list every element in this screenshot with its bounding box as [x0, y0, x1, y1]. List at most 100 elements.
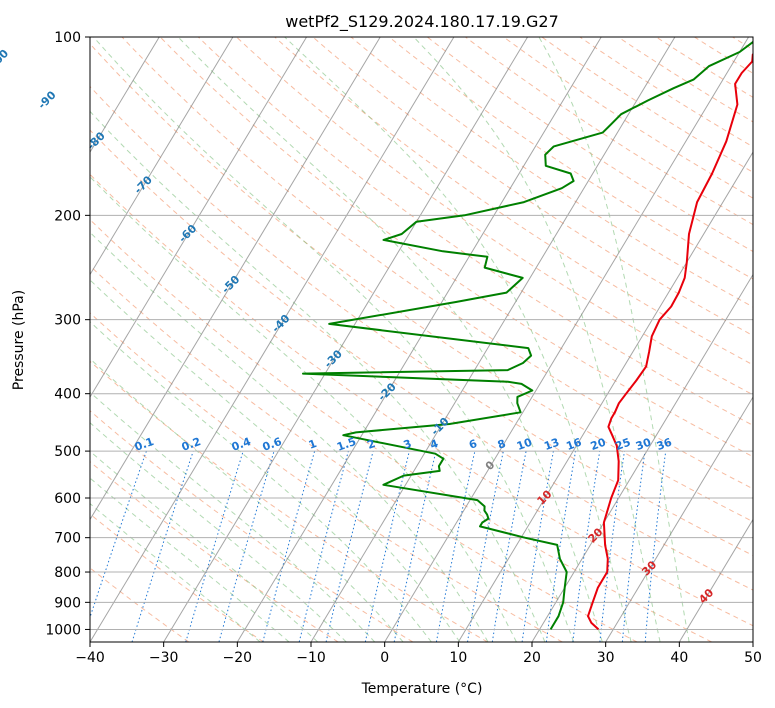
y-tick-label: 700	[54, 531, 81, 547]
isotherm-line	[90, 37, 455, 642]
moist-adiabat	[413, 37, 661, 642]
dry-adiabat	[655, 37, 753, 98]
isotherm-label: 10	[535, 487, 555, 507]
dry-adiabat	[350, 37, 753, 308]
x-axis-label: Temperature (°C)	[361, 681, 483, 697]
mixing-ratio-label: 4	[428, 437, 440, 452]
moist-adiabat	[90, 422, 347, 642]
mixing-ratio-label: 25	[613, 436, 632, 453]
mixing-ratio-label: 30	[634, 436, 653, 454]
dry-adiabat	[90, 43, 753, 523]
dry-adiabat	[197, 37, 753, 426]
dry-adiabat	[90, 312, 563, 642]
y-axis-label: Pressure (hPa)	[11, 290, 27, 390]
isotherm-line	[90, 37, 234, 276]
mixing-ratio-line	[521, 451, 554, 642]
mixing-ratio-line	[644, 451, 667, 642]
x-tick-label: −40	[75, 650, 105, 666]
mixing-ratio-line	[218, 450, 275, 642]
moist-adiabat	[90, 321, 432, 642]
x-tick-label: 50	[744, 650, 762, 666]
moist-adiabat	[90, 358, 404, 642]
y-tick-label: 600	[54, 491, 81, 507]
isotherm-line	[384, 37, 750, 642]
isotherm-line	[90, 37, 308, 399]
x-tick-label: 30	[597, 650, 615, 666]
isotherm-label: -100	[0, 47, 11, 76]
dry-adiabat	[90, 410, 414, 642]
isotherm-label: 0	[483, 458, 498, 473]
mixing-ratio-line	[262, 450, 316, 642]
mixing-ratio-label: 36	[655, 436, 674, 454]
mixing-ratio-line	[599, 451, 625, 642]
isotherm-label: 20	[585, 525, 605, 545]
mixing-ratio-line	[393, 450, 437, 642]
isotherm-line	[163, 37, 529, 642]
isotherm-label: -40	[269, 312, 292, 335]
dry-adiabat	[312, 37, 753, 337]
mixing-ratio-label: 16	[564, 436, 583, 454]
mixing-ratio-label: 1	[307, 437, 319, 452]
moist-adiabat	[90, 450, 319, 642]
x-tick-label: −20	[223, 650, 253, 666]
x-tick-label: 20	[523, 650, 541, 666]
mixing-ratio-line	[185, 450, 244, 642]
x-tick-label: −30	[149, 650, 179, 666]
dewpoint-line	[302, 39, 753, 630]
isotherm-line	[90, 37, 381, 521]
chart-grid	[90, 37, 775, 642]
dry-adiabat	[90, 360, 488, 642]
isotherm-line	[752, 641, 753, 642]
x-tick-label: 40	[670, 650, 688, 666]
mixing-ratio-label: 1.5	[335, 435, 358, 454]
moist-adiabat	[90, 502, 261, 642]
isotherm-line	[605, 396, 753, 642]
moist-adiabat	[538, 37, 690, 642]
mixing-ratio-line	[572, 451, 601, 642]
mixing-ratio-label: 2	[365, 437, 377, 452]
dry-adiabat	[90, 461, 339, 642]
x-tick-label: 10	[449, 650, 467, 666]
isotherm-line	[90, 37, 160, 154]
x-tick-label: −10	[296, 650, 326, 666]
mixing-ratio-line	[364, 450, 410, 642]
isotherm-line	[236, 37, 602, 642]
mixing-ratio-line	[545, 451, 576, 642]
isotherm-label: 30	[639, 558, 659, 578]
dry-adiabat	[90, 567, 190, 642]
y-tick-label: 300	[54, 313, 81, 329]
isotherm-label: -80	[85, 129, 108, 152]
mixing-ratio-label: 0.6	[261, 435, 284, 454]
isotherm-line	[678, 518, 753, 642]
chart-labels: -100-90-80-70-60-50-40-30-20-10010203040…	[0, 47, 717, 607]
isotherm-label: -60	[176, 222, 199, 245]
y-tick-label: 800	[54, 565, 81, 581]
dry-adiabat	[90, 218, 712, 642]
mixing-ratio-line	[131, 450, 194, 642]
temperature-line	[587, 53, 753, 631]
isotherm-line	[457, 151, 753, 642]
chart-ticks: −40 −30 −20 −10 0 10 20 30 40 5010020030040050060…	[45, 30, 762, 666]
moist-adiabat	[90, 279, 461, 642]
mixing-ratio-label: 0.2	[180, 435, 203, 454]
dry-adiabat	[90, 513, 264, 642]
mixing-ratio-line	[298, 450, 349, 642]
mixing-ratio-line	[325, 450, 374, 642]
dry-adiabat	[732, 37, 753, 51]
isotherm-line	[531, 273, 753, 642]
isotherm-label: -50	[219, 273, 242, 296]
dry-adiabat	[771, 37, 775, 642]
isotherm-label: 40	[696, 586, 716, 606]
isotherm-label: -90	[35, 88, 58, 111]
dry-adiabat	[121, 37, 753, 490]
moist-adiabat	[90, 391, 376, 642]
isotherm-label: -70	[132, 173, 155, 196]
y-tick-label: 200	[54, 208, 81, 224]
mixing-ratio-label: 6	[467, 437, 479, 452]
moist-adiabat	[90, 110, 546, 642]
mixing-ratio-line	[621, 451, 646, 642]
mixing-ratio-label: 13	[542, 436, 561, 453]
mixing-ratio-label: 0.1	[133, 435, 156, 454]
chart-title: wetPf2_S129.2024.180.17.19.G27	[285, 12, 559, 32]
